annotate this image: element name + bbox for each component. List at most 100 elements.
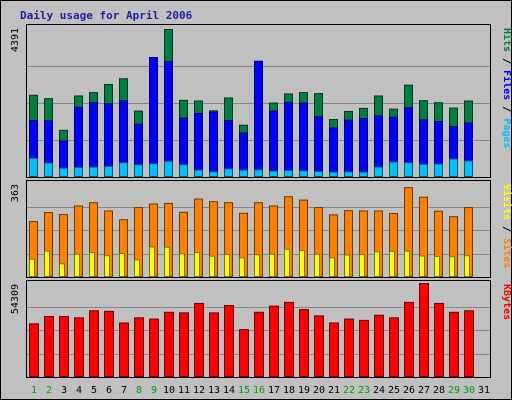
bar-top-pages-9 — [149, 163, 158, 178]
bar-middle-sites-8 — [134, 259, 140, 277]
bar-top-pages-6 — [104, 165, 113, 177]
bar-middle-sites-22 — [344, 254, 350, 277]
bar-middle-sites-5 — [89, 252, 95, 278]
bar-middle-sites-30 — [464, 255, 470, 278]
bar-bottom-kbytes-7 — [119, 322, 129, 377]
day-label-11: 11 — [178, 385, 190, 396]
bar-bottom-kbytes-25 — [389, 317, 399, 378]
bar-bottom-kbytes-16 — [254, 311, 264, 377]
day-label-6: 6 — [106, 385, 112, 396]
bar-top-pages-20 — [314, 170, 323, 177]
bar-top-files-5 — [89, 102, 98, 177]
legend-item-kbytes: KBytes — [501, 284, 512, 320]
legend-item-hits: Hits — [501, 28, 512, 52]
bar-middle-sites-19 — [299, 250, 305, 277]
bar-top-pages-5 — [89, 166, 98, 178]
bar-bottom-kbytes-23 — [359, 319, 369, 377]
bar-bottom-kbytes-22 — [344, 318, 354, 377]
bar-bottom-kbytes-24 — [374, 314, 384, 378]
bar-middle-sites-26 — [404, 250, 410, 277]
day-label-13: 13 — [208, 385, 220, 396]
day-label-26: 26 — [403, 385, 415, 396]
bar-top-pages-25 — [389, 161, 398, 178]
day-label-7: 7 — [121, 385, 127, 396]
bar-middle-sites-21 — [329, 257, 335, 277]
panel-bottom-legend: KBytes — [501, 284, 512, 320]
panel-middle-max-label: 363 — [10, 184, 21, 202]
bar-top-files-4 — [74, 106, 83, 177]
day-label-12: 12 — [193, 385, 205, 396]
bar-top-pages-10 — [164, 160, 173, 178]
bar-top-pages-23 — [359, 171, 368, 177]
bar-top-pages-21 — [329, 171, 338, 177]
day-label-29: 29 — [448, 385, 460, 396]
panel-top: 4391 Hits / Files / Pages — [10, 24, 512, 178]
bar-bottom-kbytes-12 — [194, 302, 204, 377]
bar-top-pages-29 — [449, 158, 458, 177]
legend-item-pages: Pages — [501, 118, 512, 148]
bar-top-files-6 — [104, 103, 113, 177]
day-label-21: 21 — [328, 385, 340, 396]
bar-bottom-kbytes-29 — [449, 311, 459, 377]
panel-middle-legend: Visits / Sites — [501, 184, 512, 268]
day-label-20: 20 — [313, 385, 325, 396]
legend-separator: / — [501, 52, 512, 70]
day-label-18: 18 — [283, 385, 295, 396]
panel-top-legend: Hits / Files / Pages — [501, 28, 512, 148]
bar-middle-sites-4 — [74, 253, 80, 277]
bar-top-files-18 — [284, 101, 293, 177]
day-label-14: 14 — [223, 385, 235, 396]
bar-top-files-14 — [224, 120, 233, 177]
bar-bottom-kbytes-1 — [29, 323, 39, 377]
bar-top-files-23 — [359, 118, 368, 178]
bar-top-pages-28 — [434, 163, 443, 178]
day-label-28: 28 — [433, 385, 445, 396]
bar-top-pages-24 — [374, 166, 383, 178]
day-label-19: 19 — [298, 385, 310, 396]
day-label-31: 31 — [478, 385, 490, 396]
bar-middle-sites-25 — [389, 250, 395, 278]
panel-top-max-label: 4391 — [10, 28, 21, 52]
bar-bottom-kbytes-11 — [179, 312, 189, 378]
day-label-24: 24 — [373, 385, 385, 396]
day-label-15: 15 — [238, 385, 250, 396]
bar-middle-sites-14 — [224, 253, 230, 278]
bar-middle-sites-23 — [359, 253, 365, 278]
bar-middle-sites-15 — [239, 257, 245, 277]
legend-item-files: Files — [501, 70, 512, 100]
bar-middle-sites-6 — [104, 255, 110, 278]
bar-top-pages-22 — [344, 171, 353, 177]
bar-top-pages-1 — [29, 157, 38, 178]
panel-bottom-max-label: 54309 — [10, 284, 21, 314]
bar-bottom-kbytes-26 — [404, 301, 414, 377]
bar-top-pages-3 — [59, 167, 68, 178]
bar-top-pages-26 — [404, 162, 413, 177]
bar-bottom-kbytes-15 — [239, 329, 249, 378]
legend-separator: / — [501, 100, 512, 118]
day-label-22: 22 — [343, 385, 355, 396]
bar-top-pages-13 — [209, 171, 218, 177]
bar-middle-sites-11 — [179, 253, 185, 277]
bar-top-files-10 — [164, 61, 173, 177]
bar-top-files-9 — [149, 57, 158, 177]
bar-top-files-13 — [209, 111, 218, 177]
bar-bottom-kbytes-5 — [89, 310, 99, 377]
bar-top-pages-15 — [239, 169, 248, 178]
day-label-5: 5 — [91, 385, 97, 396]
bar-top-pages-30 — [464, 160, 473, 178]
day-label-9: 9 — [151, 385, 157, 396]
bar-middle-sites-28 — [434, 256, 440, 277]
bar-middle-sites-18 — [284, 248, 290, 278]
chart-title: Daily usage for April 2006 — [20, 9, 193, 22]
x-axis-day-labels: 1 2 3 4 5 6 7 8 9 10 11 12 13 14 15 16 17 18 19 20 21 22 23 24 2… — [31, 385, 490, 396]
bar-middle-sites-7 — [119, 252, 125, 278]
bar-middle-sites-2 — [44, 250, 50, 277]
bar-bottom-kbytes-10 — [164, 311, 174, 377]
bar-top-pages-17 — [269, 170, 278, 178]
bar-middle-sites-3 — [59, 263, 65, 277]
bar-middle-sites-20 — [314, 253, 320, 277]
bar-middle-sites-1 — [29, 258, 35, 277]
bar-bottom-kbytes-30 — [464, 310, 474, 377]
bar-bottom-kbytes-14 — [224, 305, 234, 378]
